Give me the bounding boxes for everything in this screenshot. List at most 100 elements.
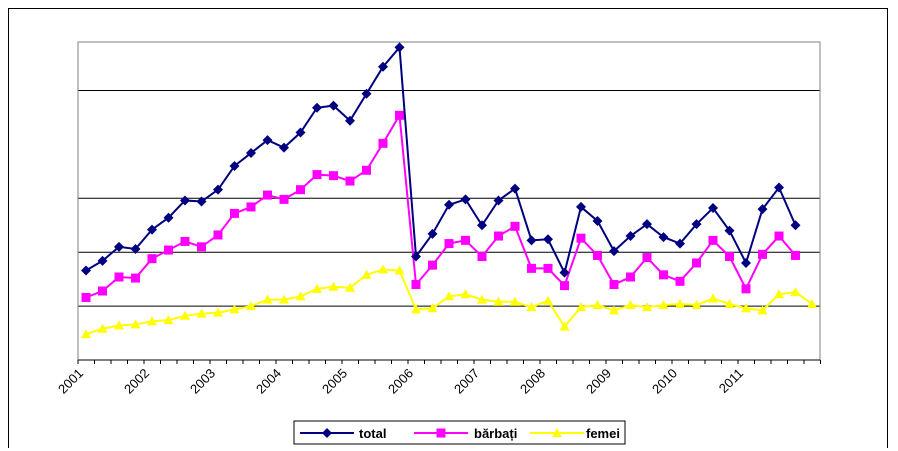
data-point [411,304,421,314]
data-point [658,232,669,243]
data-point [642,253,652,263]
data-point [444,199,454,210]
data-point [98,286,107,296]
data-point [642,219,652,230]
data-point [460,289,471,299]
data-point [560,281,569,291]
data-point [527,263,536,273]
data-point [461,235,470,245]
data-point [230,208,239,218]
data-point [312,170,322,180]
data-point [147,316,157,326]
x-axis-labels: 2001 2002 2003 2004 2005 2006 2007 2008 2009 2010… [55,366,746,397]
data-point [543,263,553,273]
data-point [322,428,332,438]
data-point [345,176,355,186]
series-total [81,42,801,278]
data-point [246,148,256,159]
data-point [279,294,289,304]
data-point [345,282,355,292]
legend-label: femei [586,426,620,441]
data-point [345,115,355,126]
data-point [460,194,471,205]
data-point [229,304,240,314]
data-point [229,160,240,171]
data-point [477,220,487,231]
data-point [295,291,306,301]
data-point [675,276,685,286]
data-point [774,231,784,241]
data-point [180,195,190,206]
data-point [197,242,206,252]
data-point [593,250,602,260]
series-bărbați [81,110,800,302]
series-line [85,44,797,276]
data-point [708,203,718,214]
data-point [510,183,520,194]
data-point [312,102,322,113]
data-point [725,252,734,262]
data-point [279,142,289,153]
data-point [477,294,487,304]
series-layer [81,42,817,339]
legend-label: bărbați [474,426,517,441]
data-point [328,100,339,111]
data-point [675,298,685,308]
data-point [741,303,751,313]
data-point [328,281,339,291]
data-point [97,255,108,266]
data-point [164,245,173,255]
x-tick-label: 2008 [517,366,548,397]
x-tick-label: 2009 [583,366,614,397]
data-point [246,301,256,311]
data-point [724,298,735,308]
data-point [757,305,768,315]
data-point [691,300,702,310]
data-point [609,280,619,290]
data-point [526,235,537,246]
data-point [213,184,223,195]
data-point [758,249,767,259]
data-point [378,264,388,274]
data-point [114,241,124,252]
data-point [559,267,570,278]
series-line [85,268,813,336]
data-point [510,296,520,306]
data-point [757,204,768,215]
data-point [262,294,273,304]
data-point [131,273,140,283]
x-axis-ticks [77,360,821,364]
data-point [774,289,784,299]
x-tick-label: 2004 [253,366,284,397]
data-point [296,185,305,195]
data-point [724,225,735,236]
data-point [493,296,504,306]
data-point [394,42,405,53]
data-point [312,283,322,293]
data-point [691,219,702,230]
data-point [130,243,141,254]
data-point [625,300,636,310]
data-point [362,165,371,175]
data-point [213,230,223,240]
data-point [361,269,372,279]
data-point [147,254,157,264]
data-point [196,308,207,318]
data-point [428,260,437,270]
x-tick-label: 2006 [385,366,416,397]
data-point [526,302,537,312]
data-point [576,302,586,312]
data-point [493,195,504,206]
data-point [147,224,157,235]
data-point [543,234,553,245]
data-point [163,315,174,325]
data-point [790,287,801,297]
data-point [81,292,91,302]
data-point [114,272,124,282]
data-point [741,284,751,294]
legend-label: total [359,426,386,441]
x-tick-label: 2005 [319,366,350,397]
data-point [774,182,784,193]
data-point [477,252,487,262]
data-point [81,265,91,276]
